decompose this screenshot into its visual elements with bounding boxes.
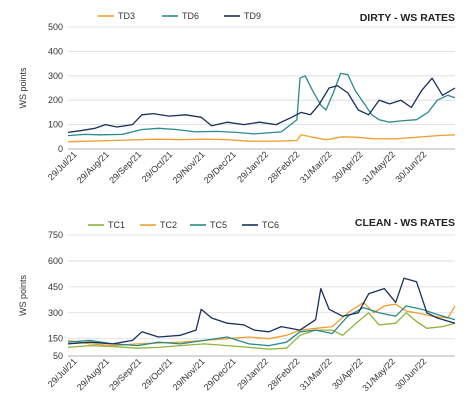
series-line-tc6 [67,277,456,345]
y-tick-label: 750 [48,230,63,240]
series-line-td3 [67,134,456,143]
x-tick-label: 31/May/22 [360,356,397,393]
x-tick-label: 29/Jan/22 [235,356,270,391]
chart-title: CLEAN - WS RATES [355,217,455,229]
y-tick-label: 500 [48,22,63,32]
legend-label-tc2: TC2 [160,220,177,230]
y-tick-label: 600 [48,256,63,266]
x-tick-label: 29/Dec/21 [202,149,238,185]
legend-label-tc6: TC6 [262,220,279,230]
y-axis-label: WS points [18,274,28,316]
y-tick-label: 50 [53,351,63,361]
x-tick-label: 29/Aug/21 [75,149,111,185]
x-tick-label: 30/Jun/22 [393,356,428,391]
x-tick-label: 29/Oct/21 [140,149,175,184]
x-tick-label: 29/Jul/21 [46,356,79,389]
x-tick-label: 29/Oct/21 [140,356,175,391]
x-tick-label: 29/Sep/21 [107,356,143,392]
x-tick-label: 30/Jun/22 [393,149,428,184]
y-tick-label: 300 [48,308,63,318]
y-tick-label: 0 [58,144,63,154]
y-tick-label: 150 [48,334,63,344]
series-line-tc2 [67,301,456,347]
chart-title: DIRTY - WS RATES [360,12,455,24]
legend-label-td9: TD9 [244,11,261,21]
x-tick-label: 29/Jan/22 [235,149,270,184]
y-tick-label: 300 [48,71,63,81]
x-tick-label: 29/Nov/21 [171,356,207,392]
y-axis-label: WS points [18,67,28,109]
x-tick-label: 29/Jul/21 [46,149,79,182]
y-tick-label: 200 [48,95,63,105]
x-tick-label: 28/Feb/22 [266,356,302,392]
legend-label-td6: TD6 [182,11,199,21]
x-tick-label: 29/Aug/21 [75,356,111,392]
legend-label-tc5: TC5 [210,220,227,230]
series-line-td9 [67,77,456,134]
x-tick-label: 28/Feb/22 [266,149,302,185]
x-tick-label: 31/Mar/22 [298,149,334,185]
legend-label-tc1: TC1 [108,220,125,230]
series-line-td6 [67,72,456,137]
y-tick-label: 450 [48,282,63,292]
x-tick-label: 31/May/22 [360,149,397,186]
x-tick-label: 29/Nov/21 [171,149,207,185]
chart-1: 0 100 200 300 400 500 29/Jul/2129/Aug/2129/Sep… [18,11,456,186]
chart-2: 50 150 300 450 600 750 29/Jul/2129/Aug/2129/Se… [18,217,456,393]
x-tick-label: 29/Dec/21 [202,356,238,392]
x-tick-label: 31/Mar/22 [298,356,334,392]
series-line-tc5 [67,305,456,347]
y-tick-label: 100 [48,120,63,130]
series-line-tc1 [67,312,456,350]
legend-label-td3: TD3 [118,11,135,21]
y-tick-label: 400 [48,46,63,56]
x-tick-label: 29/Sep/21 [107,149,143,185]
